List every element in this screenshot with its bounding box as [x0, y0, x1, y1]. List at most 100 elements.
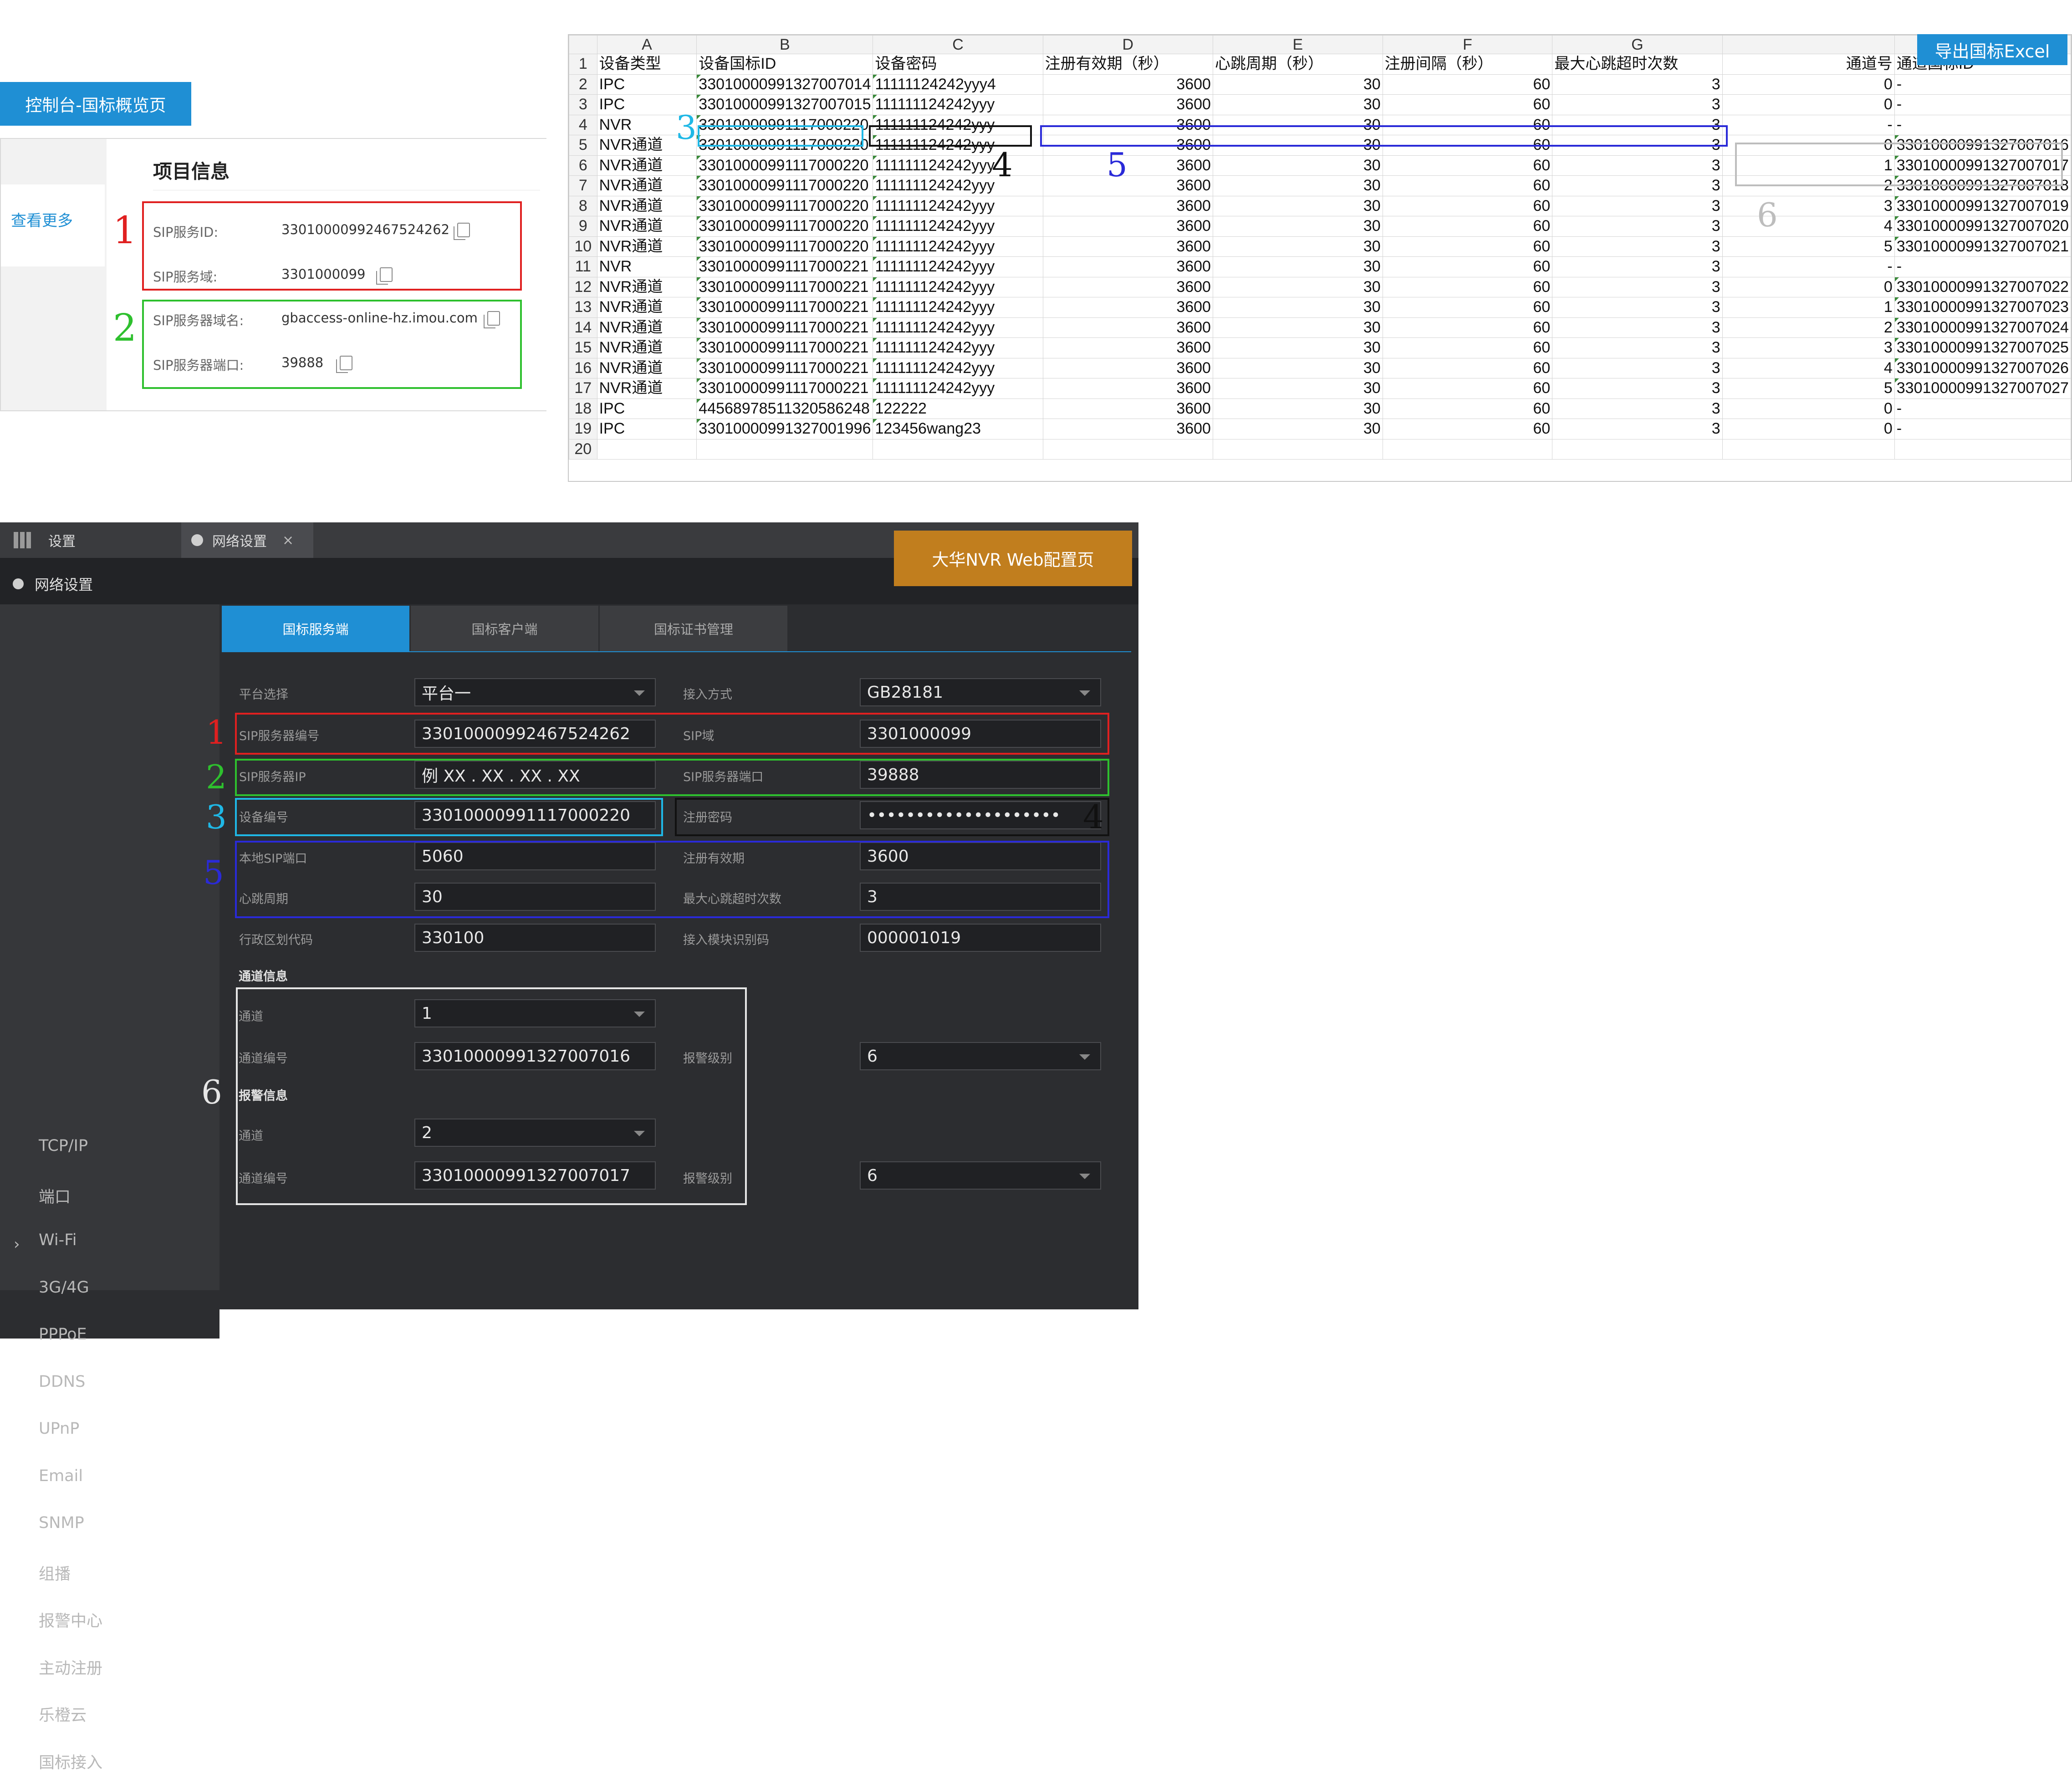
table-cell[interactable]: 60	[1382, 419, 1553, 439]
row-number[interactable]: 10	[569, 236, 597, 257]
table-cell[interactable]: 3	[1552, 236, 1723, 257]
table-cell[interactable]	[696, 439, 873, 460]
table-cell[interactable]	[1042, 439, 1213, 460]
table-cell[interactable]: 33010000991327007015	[696, 94, 873, 115]
table-cell[interactable]: 0	[1722, 419, 1895, 439]
table-cell[interactable]: 3	[1552, 317, 1723, 338]
row-number[interactable]: 5	[569, 135, 597, 156]
table-cell[interactable]: 33010000991117000221	[696, 317, 873, 338]
table-cell[interactable]: 3600	[1042, 398, 1213, 419]
table-cell[interactable]: 60	[1382, 94, 1553, 115]
table-cell[interactable]: 33010000991117000221	[696, 378, 873, 399]
table-cell[interactable]: 3	[1552, 358, 1723, 378]
table-cell[interactable]: IPC	[597, 419, 697, 439]
table-cell[interactable]	[1382, 439, 1553, 460]
dahua-nvr-button[interactable]: 大华NVR Web配置页	[894, 531, 1132, 586]
reg-pwd-input[interactable]: ••••••••••••••••••••	[860, 801, 1101, 829]
table-cell[interactable]: IPC	[597, 398, 697, 419]
see-more-link[interactable]: 查看更多	[11, 212, 73, 230]
table-cell[interactable]: 33010000991327001996	[696, 419, 873, 439]
table-cell[interactable]: 1	[1722, 297, 1895, 318]
table-cell[interactable]: -	[1894, 74, 2071, 95]
header-cell[interactable]: 设备国标ID	[696, 54, 873, 75]
network-settings-tab[interactable]: 网络设置 ×	[181, 522, 313, 558]
table-cell[interactable]: 30	[1212, 114, 1383, 135]
table-cell[interactable]: 3	[1552, 195, 1723, 216]
region-input[interactable]: 330100	[414, 924, 656, 952]
table-cell[interactable]: 33010000991327007024	[1894, 317, 2071, 338]
table-cell[interactable]: 3	[1552, 175, 1723, 196]
row-number[interactable]: 3	[569, 94, 597, 115]
table-cell[interactable]: 111111124242yyy	[873, 358, 1043, 378]
table-cell[interactable]: 60	[1382, 74, 1553, 95]
table-cell[interactable]: 33010000991327007027	[1894, 378, 2071, 399]
table-cell[interactable]: NVR通道	[597, 378, 697, 399]
table-cell[interactable]: 30	[1212, 74, 1383, 95]
tab-gb-client[interactable]: 国标客户端	[411, 606, 598, 651]
table-cell[interactable]: 111111124242yyy	[873, 175, 1043, 196]
table-cell[interactable]: -	[1894, 114, 2071, 135]
table-cell[interactable]: 33010000991327007014	[696, 74, 873, 95]
table-cell[interactable]: 60	[1382, 114, 1553, 135]
table-cell[interactable]: 3	[1552, 276, 1723, 297]
reg-valid-input[interactable]: 3600	[860, 842, 1101, 870]
column-letter[interactable]: C	[873, 35, 1043, 54]
row-number[interactable]: 16	[569, 358, 597, 378]
table-cell[interactable]: 60	[1382, 216, 1553, 237]
table-cell[interactable]: 33010000991117000221	[696, 297, 873, 318]
table-cell[interactable]: 3	[1722, 337, 1895, 358]
table-cell[interactable]	[597, 439, 697, 460]
table-cell[interactable]: NVR通道	[597, 175, 697, 196]
sidebar-item[interactable]: 主动注册	[39, 1659, 103, 1678]
table-cell[interactable]: NVR通道	[597, 155, 697, 176]
table-cell[interactable]: 122222	[873, 398, 1043, 419]
table-cell[interactable]: 111111124242yyy	[873, 337, 1043, 358]
table-cell[interactable]: 111111124242yyy	[873, 114, 1043, 135]
row-number[interactable]: 6	[569, 155, 597, 176]
table-cell[interactable]: -	[1894, 256, 2071, 277]
row-number[interactable]: 15	[569, 337, 597, 358]
table-cell[interactable]: 3600	[1042, 114, 1213, 135]
table-cell[interactable]: 123456wang23	[873, 419, 1043, 439]
table-cell[interactable]: 3600	[1042, 236, 1213, 257]
column-letter[interactable]: E	[1212, 35, 1383, 54]
console-overview-button[interactable]: 控制台-国标概览页	[0, 82, 191, 126]
table-cell[interactable]: 33010000991117000220	[696, 236, 873, 257]
table-cell[interactable]: 1	[1722, 155, 1895, 176]
table-cell[interactable]: 60	[1382, 398, 1553, 419]
table-cell[interactable]: 11111124242yyy4	[873, 74, 1043, 95]
table-cell[interactable]: 111111124242yyy	[873, 135, 1043, 156]
table-cell[interactable]: 30	[1212, 398, 1383, 419]
table-cell[interactable]: 30	[1212, 195, 1383, 216]
table-cell[interactable]: 3600	[1042, 337, 1213, 358]
table-cell[interactable]: 60	[1382, 256, 1553, 277]
table-cell[interactable]: 3	[1552, 256, 1723, 277]
column-letter[interactable]: F	[1382, 35, 1553, 54]
table-cell[interactable]: 2	[1722, 317, 1895, 338]
table-cell[interactable]: 3600	[1042, 256, 1213, 277]
table-cell[interactable]: 33010000991117000220	[696, 114, 873, 135]
table-cell[interactable]: 33010000991117000220	[696, 175, 873, 196]
sidebar-item[interactable]: 报警中心	[39, 1612, 103, 1630]
header-cell[interactable]: 设备密码	[873, 54, 1043, 75]
row-number[interactable]: 4	[569, 114, 597, 135]
table-cell[interactable]: 3600	[1042, 317, 1213, 338]
table-cell[interactable]: 3600	[1042, 175, 1213, 196]
sidebar-item[interactable]: 组播	[39, 1565, 71, 1584]
table-cell[interactable]: 3	[1552, 94, 1723, 115]
table-cell[interactable]: NVR通道	[597, 337, 697, 358]
table-cell[interactable]: 3600	[1042, 94, 1213, 115]
table-cell[interactable]: 111111124242yyy	[873, 378, 1043, 399]
table-cell[interactable]: 0	[1722, 94, 1895, 115]
table-cell[interactable]: NVR通道	[597, 297, 697, 318]
table-cell[interactable]: 3600	[1042, 378, 1213, 399]
table-cell[interactable]: -	[1722, 114, 1895, 135]
copy-icon[interactable]	[376, 267, 393, 285]
row-number[interactable]: 19	[569, 419, 597, 439]
sidebar-item[interactable]: TCP/IP	[39, 1137, 88, 1155]
table-cell[interactable]: 33010000991117000221	[696, 256, 873, 277]
alarm-no-input[interactable]: 33010000991327007017	[414, 1161, 656, 1190]
table-cell[interactable]: 111111124242yyy	[873, 195, 1043, 216]
table-cell[interactable]: 33010000991327007017	[1894, 155, 2071, 176]
table-cell[interactable]: 33010000991327007021	[1894, 236, 2071, 257]
